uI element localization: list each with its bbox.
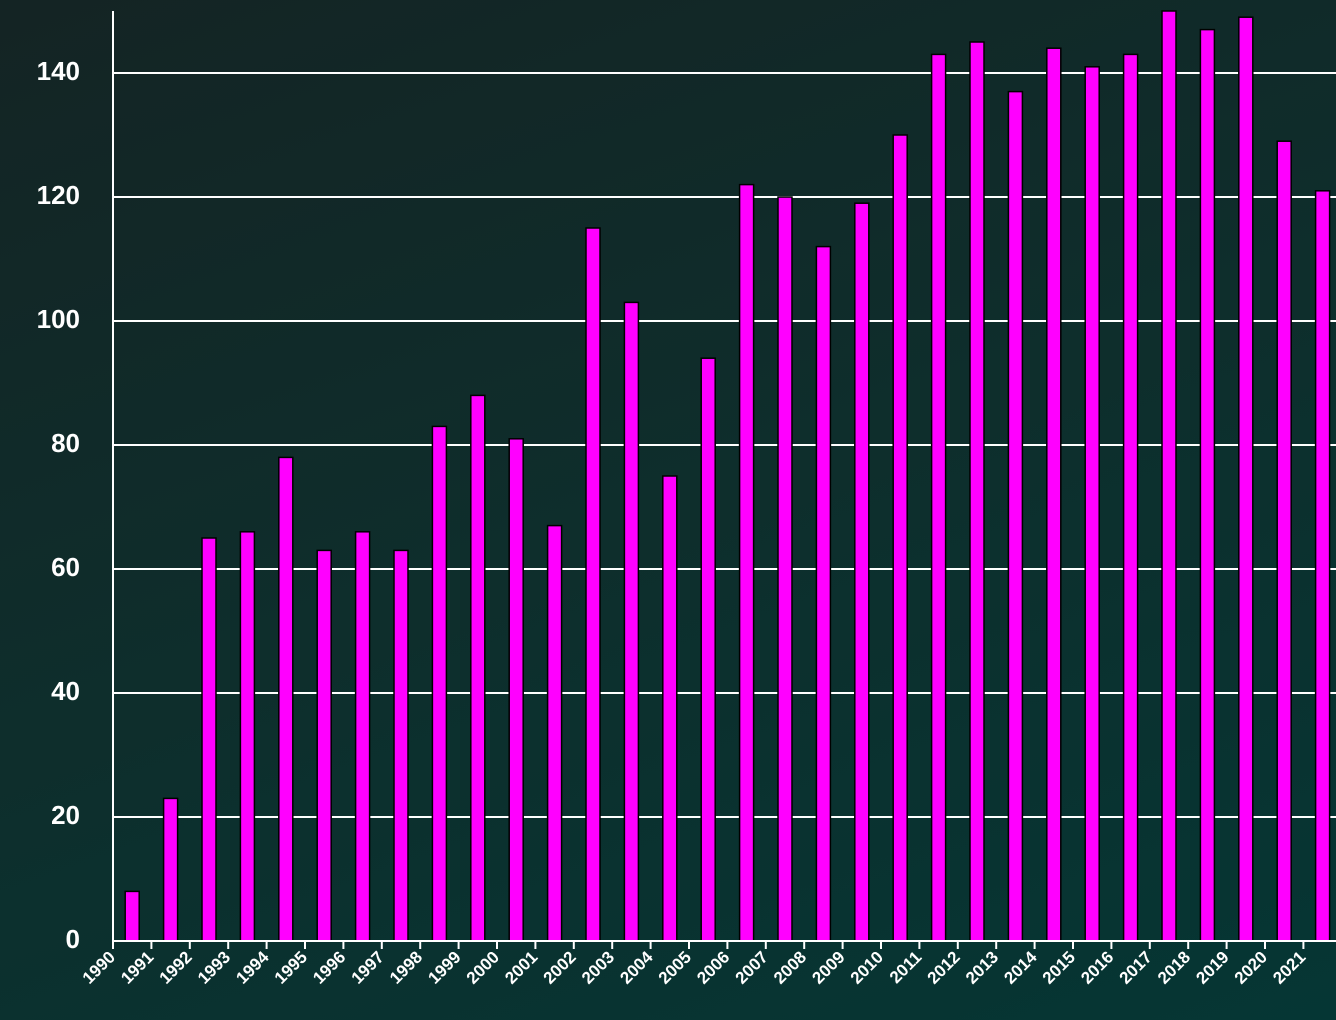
- y-tick-label: 60: [51, 552, 80, 582]
- bar: [546, 524, 563, 942]
- bar: [1199, 28, 1216, 942]
- x-tick-label: 1999: [424, 948, 464, 988]
- bar: [930, 53, 947, 942]
- x-tick-label: 2013: [962, 948, 1002, 988]
- y-tick-label: 20: [51, 800, 80, 830]
- bar: [1314, 190, 1331, 942]
- bar: [738, 183, 755, 942]
- x-tick-label: 2019: [1192, 948, 1232, 988]
- x-tick-label: 2012: [924, 948, 964, 988]
- bar: [431, 425, 448, 942]
- bar: [815, 245, 832, 942]
- y-tick-label: 0: [66, 924, 80, 954]
- bar: [1046, 47, 1062, 942]
- bar: [124, 890, 140, 942]
- y-tick-label: 100: [37, 304, 80, 334]
- x-tick-label: 2006: [693, 948, 733, 988]
- bar: [969, 41, 985, 942]
- y-tick-label: 120: [37, 180, 80, 210]
- bar: [316, 549, 332, 942]
- bar: [508, 438, 524, 942]
- x-tick-label: 1990: [79, 948, 119, 988]
- bar: [1122, 53, 1139, 942]
- x-tick-label: 1993: [194, 948, 234, 988]
- x-tick-label: 2018: [1154, 948, 1194, 988]
- x-tick-label: 2015: [1039, 948, 1079, 988]
- bar: [892, 134, 908, 942]
- x-tick-label: 2011: [886, 948, 926, 988]
- x-tick-label: 1992: [156, 948, 196, 988]
- bar: [162, 797, 179, 942]
- x-tick-label: 1991: [117, 948, 157, 988]
- x-tick-label: 2010: [847, 948, 887, 988]
- x-tick-label: 1997: [348, 948, 388, 988]
- y-tick-label: 80: [51, 428, 80, 458]
- bar: [278, 456, 294, 942]
- bar: [239, 531, 256, 942]
- bar: [700, 357, 716, 942]
- x-tick-label: 2000: [463, 948, 503, 988]
- bar: [777, 196, 793, 942]
- x-tick-label: 2008: [770, 948, 810, 988]
- x-tick-label: 2003: [578, 948, 618, 988]
- x-tick-label: 2020: [1231, 948, 1271, 988]
- bar: [201, 537, 217, 942]
- bar: [1161, 10, 1177, 942]
- bar: [662, 475, 678, 942]
- x-tick-label: 2021: [1269, 948, 1309, 988]
- bar: [623, 301, 640, 942]
- x-tick-label: 2001: [501, 948, 541, 988]
- x-tick-label: 1995: [271, 948, 311, 988]
- x-tick-label: 2009: [808, 948, 848, 988]
- bar: [393, 549, 409, 942]
- y-tick-label: 140: [37, 56, 80, 86]
- x-tick-label: 1998: [386, 948, 426, 988]
- bar: [354, 531, 371, 942]
- y-tick-label: 40: [51, 676, 80, 706]
- bar: [470, 394, 486, 942]
- bar: [1084, 66, 1100, 942]
- x-tick-label: 2017: [1116, 948, 1156, 988]
- x-tick-label: 2005: [655, 948, 695, 988]
- x-tick-label: 2014: [1000, 947, 1041, 988]
- x-tick-label: 2002: [540, 948, 580, 988]
- x-tick-label: 2016: [1077, 948, 1117, 988]
- x-tick-label: 1994: [232, 947, 273, 988]
- x-tick-label: 1996: [309, 948, 349, 988]
- bar: [585, 227, 601, 942]
- bar: [1007, 90, 1024, 942]
- x-tick-label: 2007: [732, 948, 772, 988]
- bar: [1238, 16, 1254, 942]
- bar: [854, 202, 870, 942]
- x-tick-label: 2004: [616, 947, 657, 988]
- bar: [1276, 140, 1292, 942]
